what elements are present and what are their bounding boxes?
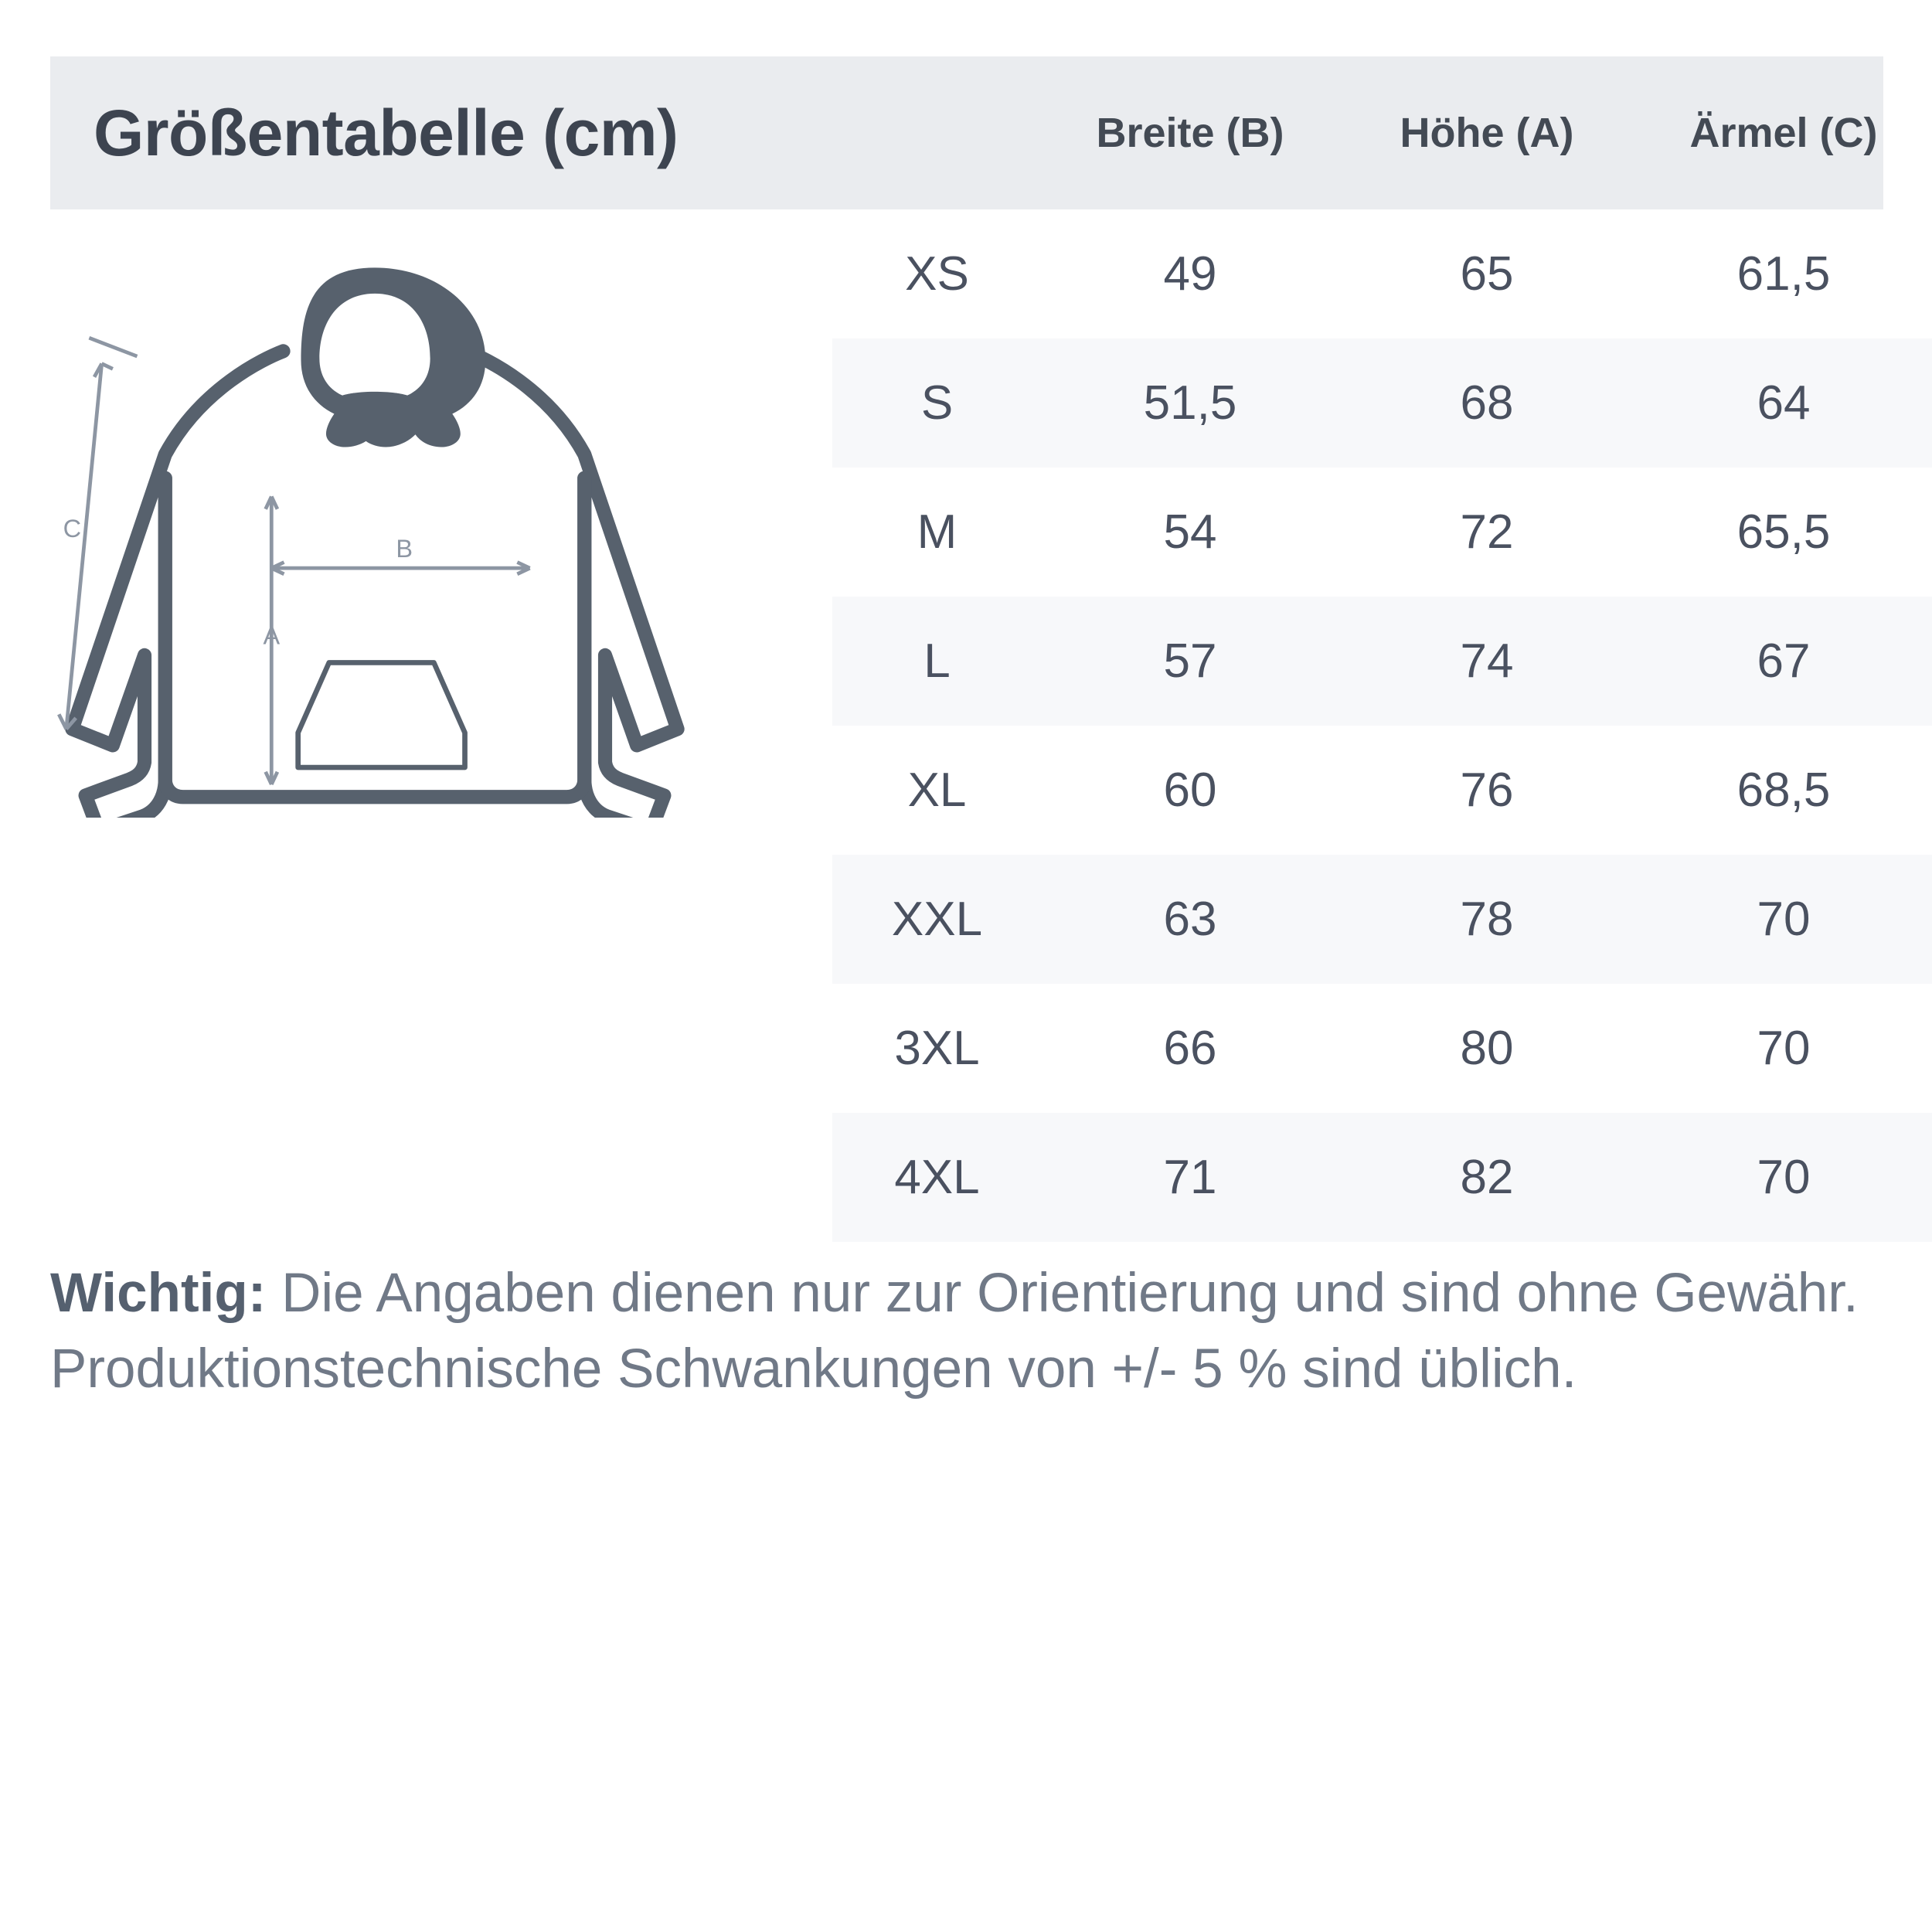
svg-text:A: A: [263, 622, 280, 650]
svg-text:B: B: [396, 535, 413, 563]
svg-text:C: C: [63, 515, 81, 543]
